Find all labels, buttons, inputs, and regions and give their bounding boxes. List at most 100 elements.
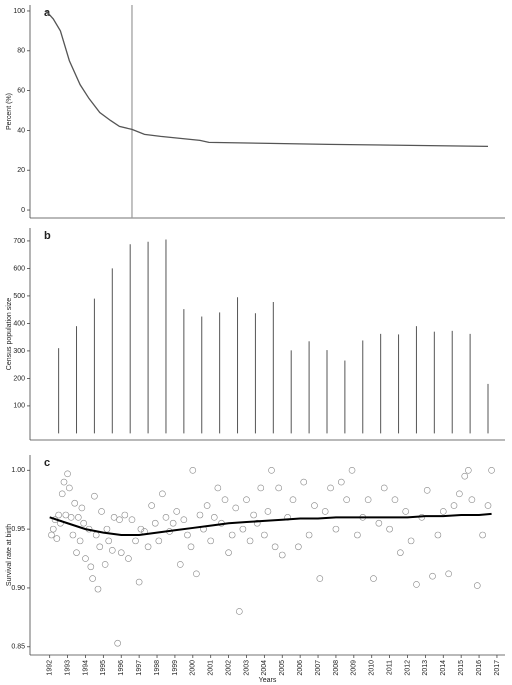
point — [479, 531, 486, 539]
point — [232, 504, 240, 512]
point — [203, 502, 211, 509]
point — [103, 525, 111, 533]
x-tick-label: 1996 — [118, 660, 125, 676]
y-tick-label: 100 — [13, 8, 25, 15]
panel-label: b — [44, 230, 51, 242]
point — [413, 581, 420, 588]
x-tick-label: 2011 — [386, 660, 393, 675]
point — [214, 484, 222, 492]
x-tick-label: 2009 — [351, 660, 358, 676]
point — [210, 514, 218, 521]
point — [151, 519, 159, 527]
point — [98, 508, 105, 515]
point — [445, 570, 452, 578]
x-tick-label: 2013 — [422, 660, 429, 676]
point — [101, 561, 109, 568]
x-tick-label: 2015 — [458, 660, 465, 676]
x-tick-label: 2000 — [190, 660, 197, 676]
point — [380, 484, 388, 492]
x-tick-label: 1998 — [154, 660, 161, 676]
point — [239, 525, 247, 533]
x-tick-label: 2001 — [208, 660, 215, 676]
point — [228, 531, 236, 539]
point — [468, 496, 476, 504]
point — [289, 496, 297, 504]
point — [159, 490, 166, 498]
point — [316, 575, 324, 582]
y-tick-label: 0.85 — [11, 644, 25, 651]
point — [397, 549, 404, 556]
y-tick-label: 0.90 — [11, 585, 25, 592]
point — [271, 543, 279, 551]
y-tick-label: 40 — [17, 127, 25, 134]
point — [58, 490, 66, 498]
trend-line — [49, 512, 492, 536]
point — [407, 537, 415, 545]
x-tick-label: 2003 — [243, 660, 250, 676]
point — [176, 561, 184, 568]
point — [278, 551, 286, 559]
y-tick-label: 100 — [13, 403, 25, 410]
point — [332, 525, 340, 533]
y-axis-label: Survival rate at birth — [6, 524, 13, 586]
y-tick-label: 20 — [17, 167, 25, 174]
point — [187, 543, 195, 551]
point — [337, 478, 345, 486]
point — [243, 496, 250, 504]
point — [193, 570, 200, 578]
point — [434, 531, 442, 539]
percent-line — [45, 10, 489, 147]
point — [207, 537, 214, 545]
point — [268, 466, 275, 474]
point — [321, 508, 329, 515]
y-tick-label: 200 — [13, 375, 25, 382]
point — [49, 525, 57, 533]
point — [125, 555, 132, 562]
y-axis-label: Percent (%) — [6, 93, 13, 130]
point — [62, 511, 70, 519]
point — [439, 508, 447, 515]
point — [60, 478, 68, 486]
y-tick-label: 0 — [21, 207, 25, 214]
point — [246, 537, 254, 545]
y-tick-label: 80 — [17, 48, 25, 55]
y-tick-label: 500 — [13, 293, 25, 300]
x-tick-label: 2005 — [279, 660, 286, 676]
point — [354, 531, 361, 539]
point — [257, 484, 265, 492]
point — [137, 525, 145, 533]
point — [116, 516, 123, 524]
point — [135, 578, 143, 586]
point — [71, 499, 79, 507]
point — [402, 508, 410, 515]
point — [48, 531, 55, 539]
point — [105, 537, 113, 545]
point — [375, 519, 383, 527]
y-tick-label: 400 — [13, 320, 25, 327]
x-tick-label: 2017 — [494, 660, 501, 676]
point — [189, 466, 197, 474]
point — [66, 484, 73, 492]
point — [55, 511, 62, 519]
point — [53, 535, 61, 542]
x-tick-label: 1993 — [64, 660, 71, 676]
point — [69, 531, 77, 539]
point — [110, 514, 118, 521]
x-tick-label: 2016 — [476, 660, 483, 676]
point — [173, 508, 181, 515]
x-tick-label: 1992 — [47, 660, 54, 676]
point — [114, 639, 121, 647]
point — [64, 470, 71, 478]
point — [80, 519, 87, 527]
y-tick-label: 0.95 — [11, 526, 25, 533]
point — [348, 466, 356, 474]
point — [108, 546, 116, 554]
point — [305, 531, 313, 539]
point — [364, 496, 372, 504]
point — [128, 516, 136, 524]
y-tick-label: 700 — [13, 238, 25, 245]
point — [144, 543, 152, 551]
y-tick-label: 600 — [13, 265, 25, 272]
point — [275, 484, 282, 492]
